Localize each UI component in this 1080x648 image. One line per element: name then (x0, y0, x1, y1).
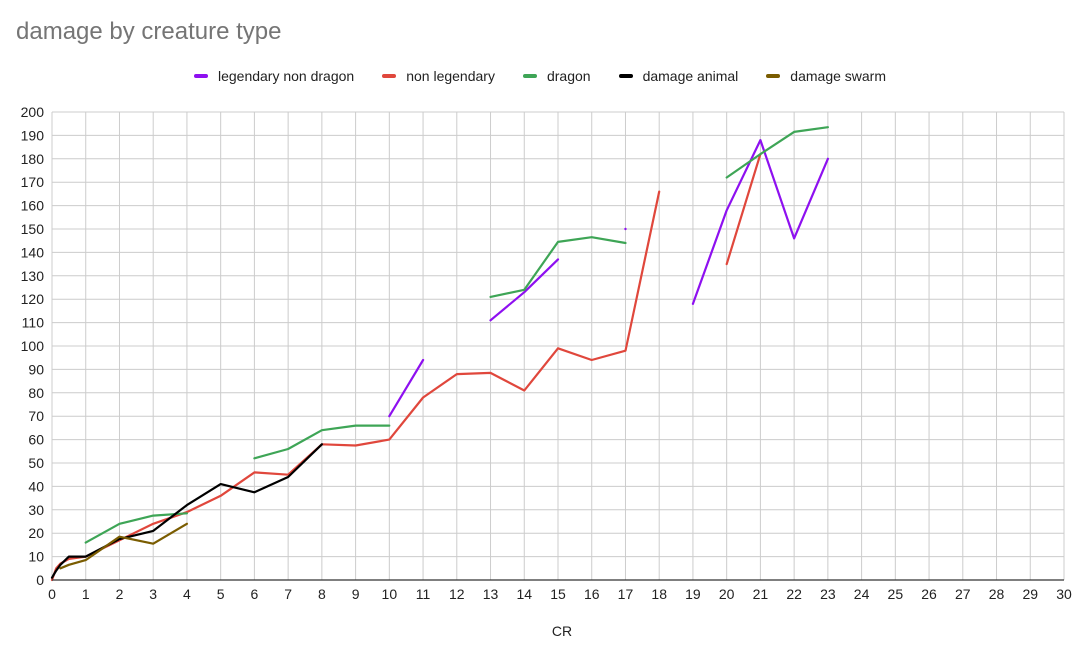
x-tick-label: 15 (550, 586, 566, 602)
legend-swatch (766, 74, 781, 78)
x-tick-label: 2 (116, 586, 124, 602)
x-tick-label: 16 (584, 586, 600, 602)
series-line-segment (489, 236, 627, 298)
legend-swatch (522, 74, 537, 78)
x-tick-label: 12 (449, 586, 465, 602)
x-tick-label: 7 (284, 586, 292, 602)
x-tick-label: 20 (719, 586, 735, 602)
y-tick-label: 10 (28, 549, 44, 565)
legend-item: damage swarm (766, 68, 886, 84)
x-tick-label: 5 (217, 586, 225, 602)
legend-item: non legendary (382, 68, 495, 84)
y-tick-label: 0 (36, 572, 44, 588)
legend-label: dragon (546, 68, 591, 84)
series-line-segment (691, 139, 830, 305)
x-tick-label: 17 (618, 586, 634, 602)
x-tick-label: 18 (651, 586, 667, 602)
legend-label: non legendary (406, 68, 495, 84)
x-tick-label: 4 (183, 586, 191, 602)
y-tick-label: 80 (28, 385, 44, 401)
legend-item: legendary non dragon (193, 68, 355, 84)
y-tick-label: 60 (28, 432, 44, 448)
y-tick-label: 40 (28, 478, 44, 494)
y-tick-label: 130 (21, 268, 45, 284)
x-tick-label: 13 (483, 586, 499, 602)
x-tick-label: 8 (318, 586, 326, 602)
x-tick-label: 14 (516, 586, 532, 602)
x-tick-label: 0 (48, 586, 56, 602)
y-tick-label: 180 (21, 151, 45, 167)
x-tick-label: 30 (1056, 586, 1072, 602)
y-tick-label: 90 (28, 361, 44, 377)
series-line-segment (50, 443, 323, 579)
legend-swatch (382, 74, 397, 78)
x-tick-label: 9 (352, 586, 360, 602)
series-damage-animal (50, 443, 323, 579)
legend-label: damage swarm (790, 68, 886, 84)
series-line-segment (59, 522, 188, 570)
x-tick-label: 24 (854, 586, 870, 602)
y-tick-label: 140 (21, 244, 45, 260)
series-line-segment (253, 424, 391, 460)
y-tick-label: 170 (21, 174, 45, 190)
chart-title: damage by creature type (16, 18, 282, 45)
y-tick-label: 150 (21, 221, 45, 237)
x-tick-label: 28 (989, 586, 1005, 602)
legend-swatch (193, 74, 208, 78)
x-tick-label: 10 (382, 586, 398, 602)
chart-legend: legendary non dragon non legendary dragon d… (0, 66, 1080, 86)
x-axis-title: CR (552, 623, 572, 639)
y-tick-label: 100 (21, 338, 45, 354)
y-tick-label: 190 (21, 127, 45, 143)
legend-item: dragon (522, 68, 591, 84)
x-tick-label: 26 (921, 586, 937, 602)
series-dragon (84, 126, 830, 544)
x-tick-label: 27 (955, 586, 971, 602)
y-tick-label: 160 (21, 198, 45, 214)
y-tick-label: 30 (28, 502, 44, 518)
series-line-segment (725, 126, 830, 179)
legend-swatch (618, 74, 633, 78)
grid-lines (51, 111, 1065, 581)
legend-item: damage animal (618, 68, 739, 84)
x-tick-label: 1 (82, 586, 90, 602)
x-tick-label: 3 (149, 586, 157, 602)
x-tick-label: 11 (416, 586, 431, 602)
x-tick-label: 29 (1022, 586, 1038, 602)
series-line-segment (388, 358, 425, 418)
y-tick-label: 200 (21, 104, 45, 120)
y-tick-label: 110 (22, 315, 45, 331)
tick-labels: 0 1 2 3 4 5 6 7 8 9 10 11 12 13 14 15 16 17 18 19 20 21 22 23 24… (21, 104, 1072, 602)
x-tick-label: 21 (753, 586, 769, 602)
x-tick-label: 19 (685, 586, 701, 602)
y-tick-label: 70 (28, 408, 44, 424)
x-tick-label: 23 (820, 586, 836, 602)
x-tick-label: 25 (888, 586, 904, 602)
y-tick-label: 120 (21, 291, 45, 307)
series-point (624, 227, 627, 231)
y-tick-label: 50 (28, 455, 44, 471)
x-tick-label: 22 (786, 586, 802, 602)
series-line-segment (725, 153, 762, 266)
series-line-segment (489, 258, 560, 322)
y-tick-label: 20 (28, 525, 44, 541)
series-legendary-non-dragon (388, 139, 830, 418)
legend-label: damage animal (642, 68, 739, 84)
series-lines (50, 126, 830, 582)
legend-label: legendary non dragon (217, 68, 355, 84)
series-line-segment (84, 512, 188, 544)
x-tick-label: 6 (251, 586, 259, 602)
series-damage-swarm (59, 522, 188, 570)
